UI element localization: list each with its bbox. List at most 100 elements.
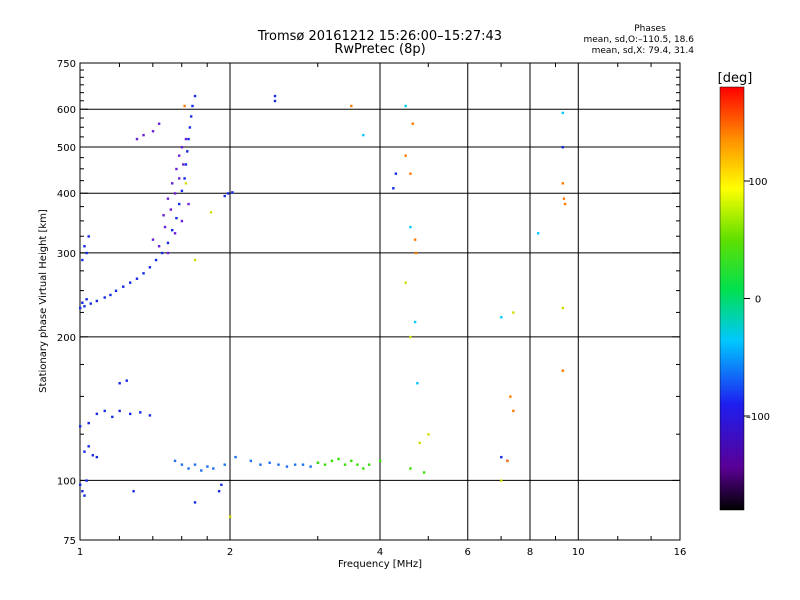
data-point (409, 172, 412, 175)
data-point (187, 202, 190, 206)
data-point (142, 133, 145, 137)
data-point (151, 238, 155, 241)
data-point (362, 467, 365, 470)
data-point (209, 211, 213, 214)
data-point (180, 219, 184, 223)
data-point (418, 441, 421, 445)
x-tick-label: 1 (77, 547, 83, 558)
data-point (118, 409, 121, 413)
data-point (184, 137, 188, 141)
data-point (273, 99, 277, 103)
data-point (512, 409, 515, 413)
data-point (151, 130, 155, 133)
data-point (173, 459, 177, 463)
data-point (91, 454, 95, 457)
data-point (166, 251, 170, 255)
data-point (103, 409, 106, 413)
data-point (404, 154, 407, 157)
data-point (118, 382, 121, 385)
data-point (561, 369, 564, 372)
data-point (350, 459, 353, 463)
data-point (367, 463, 371, 466)
data-point (85, 298, 88, 301)
data-point (394, 172, 398, 175)
chart-title: Tromsø 20161212 15:26:00–15:27:43 (257, 29, 502, 44)
data-point (87, 421, 90, 425)
data-point (132, 490, 135, 493)
data-point (79, 306, 82, 310)
y-tick-label: 75 (63, 536, 76, 547)
y-tick-label: 500 (57, 143, 76, 154)
data-point (142, 272, 145, 275)
data-point (177, 154, 181, 157)
data-point (85, 251, 88, 255)
data-point (189, 115, 193, 118)
data-point (81, 490, 84, 493)
data-point (506, 459, 509, 463)
data-point (171, 182, 174, 185)
data-point (173, 192, 177, 195)
data-point (337, 457, 340, 461)
x-tick-label: 6 (465, 547, 471, 558)
data-point (500, 316, 503, 319)
data-point (316, 461, 320, 464)
data-point (109, 293, 112, 297)
data-point (285, 465, 289, 468)
data-point (229, 515, 232, 518)
data-point (234, 455, 237, 459)
data-point (125, 379, 128, 382)
data-point (157, 245, 161, 248)
data-point (293, 463, 297, 466)
data-point (409, 335, 412, 339)
data-point (350, 104, 353, 108)
data-point (148, 414, 152, 417)
data-point (301, 463, 305, 466)
data-point (166, 197, 170, 200)
data-point (83, 245, 86, 248)
data-point (188, 126, 192, 129)
data-point (536, 232, 540, 235)
data-point (175, 216, 178, 220)
y-tick-label: 300 (57, 249, 76, 260)
data-point (220, 483, 223, 486)
colorbar-tick-label: 100 (748, 177, 767, 188)
colorbar-tick-label: 0 (755, 295, 761, 306)
colorbar (719, 86, 745, 511)
data-point (103, 296, 106, 299)
data-point (81, 301, 84, 304)
data-point (226, 192, 230, 195)
x-tick-label: 10 (572, 547, 585, 558)
data-point (169, 208, 173, 211)
data-point (173, 232, 177, 235)
data-point (162, 214, 165, 217)
plot-frame (79, 62, 681, 541)
data-point (193, 94, 197, 98)
data-point (512, 311, 515, 314)
data-point (129, 412, 132, 416)
colorbar-tick-label: –100 (746, 412, 770, 423)
data-point (206, 465, 209, 468)
data-point (183, 177, 186, 180)
data-point (509, 395, 512, 398)
data-point (379, 459, 382, 463)
data-point (180, 145, 184, 149)
data-point (95, 412, 99, 416)
data-point (183, 104, 186, 108)
data-point (392, 187, 395, 190)
y-tick-label: 100 (57, 476, 76, 487)
data-points (79, 94, 567, 518)
x-tick-label: 16 (674, 547, 687, 558)
data-point (166, 241, 170, 245)
data-point (83, 494, 86, 497)
data-point (409, 467, 412, 470)
data-point (223, 194, 226, 198)
data-point (187, 467, 190, 470)
data-point (89, 302, 92, 305)
chart-subtitle: RwPretec (8p) (334, 42, 425, 57)
y-tick-label: 400 (57, 189, 76, 200)
data-point (186, 150, 189, 153)
data-point (122, 285, 125, 288)
data-point (330, 459, 334, 463)
data-point (85, 479, 88, 482)
y-tick-label: 200 (57, 333, 76, 344)
